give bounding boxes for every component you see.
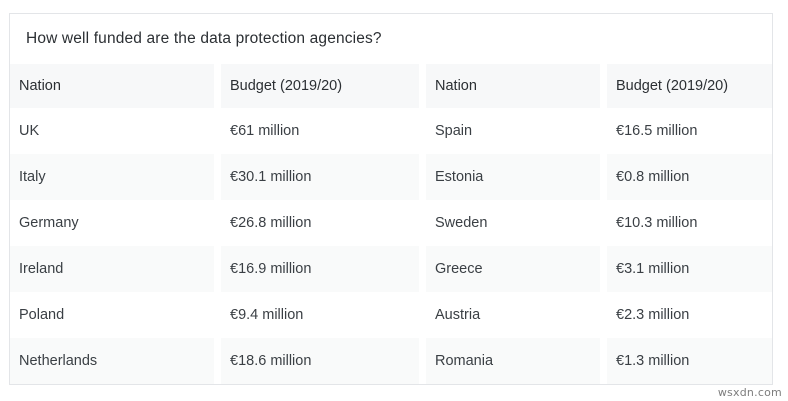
- cell-budget-left: €30.1 million: [221, 154, 419, 200]
- column-header-budget-right: Budget (2019/20): [607, 64, 772, 108]
- cell-nation-right: Austria: [426, 292, 600, 338]
- cell-budget-right: €10.3 million: [607, 200, 772, 246]
- column-header-nation-right: Nation: [426, 64, 600, 108]
- cell-nation-right: Greece: [426, 246, 600, 292]
- column-header-budget-left: Budget (2019/20): [221, 64, 419, 108]
- cell-budget-right: €2.3 million: [607, 292, 772, 338]
- table-row: Netherlands €18.6 million Romania €1.3 m…: [10, 338, 772, 384]
- cell-nation-left: Ireland: [10, 246, 214, 292]
- cell-nation-left: Italy: [10, 154, 214, 200]
- cell-budget-left: €18.6 million: [221, 338, 419, 384]
- cell-nation-left: Germany: [10, 200, 214, 246]
- cell-nation-right: Estonia: [426, 154, 600, 200]
- watermark: wsxdn.com: [717, 386, 782, 399]
- table-row: Germany €26.8 million Sweden €10.3 milli…: [10, 200, 772, 246]
- cell-budget-right: €16.5 million: [607, 108, 772, 154]
- cell-budget-left: €9.4 million: [221, 292, 419, 338]
- cell-budget-right: €0.8 million: [607, 154, 772, 200]
- cell-nation-left: UK: [10, 108, 214, 154]
- cell-budget-left: €26.8 million: [221, 200, 419, 246]
- table-card: How well funded are the data protection …: [9, 13, 773, 385]
- cell-budget-right: €3.1 million: [607, 246, 772, 292]
- table-body: UK €61 million Spain €16.5 million Italy…: [10, 108, 772, 384]
- cell-nation-left: Netherlands: [10, 338, 214, 384]
- table-row: UK €61 million Spain €16.5 million: [10, 108, 772, 154]
- cell-budget-left: €16.9 million: [221, 246, 419, 292]
- cell-budget-left: €61 million: [221, 108, 419, 154]
- table-row: Poland €9.4 million Austria €2.3 million: [10, 292, 772, 338]
- table-row: Ireland €16.9 million Greece €3.1 millio…: [10, 246, 772, 292]
- column-header-nation-left: Nation: [10, 64, 214, 108]
- cell-nation-right: Spain: [426, 108, 600, 154]
- cell-nation-right: Romania: [426, 338, 600, 384]
- table-header: Nation Budget (2019/20) Nation Budget (2…: [10, 64, 772, 108]
- table-row: Italy €30.1 million Estonia €0.8 million: [10, 154, 772, 200]
- cell-budget-right: €1.3 million: [607, 338, 772, 384]
- cell-nation-right: Sweden: [426, 200, 600, 246]
- table-header-row: Nation Budget (2019/20) Nation Budget (2…: [10, 64, 772, 108]
- funding-table: Nation Budget (2019/20) Nation Budget (2…: [10, 64, 772, 384]
- page-title: How well funded are the data protection …: [10, 14, 772, 64]
- cell-nation-left: Poland: [10, 292, 214, 338]
